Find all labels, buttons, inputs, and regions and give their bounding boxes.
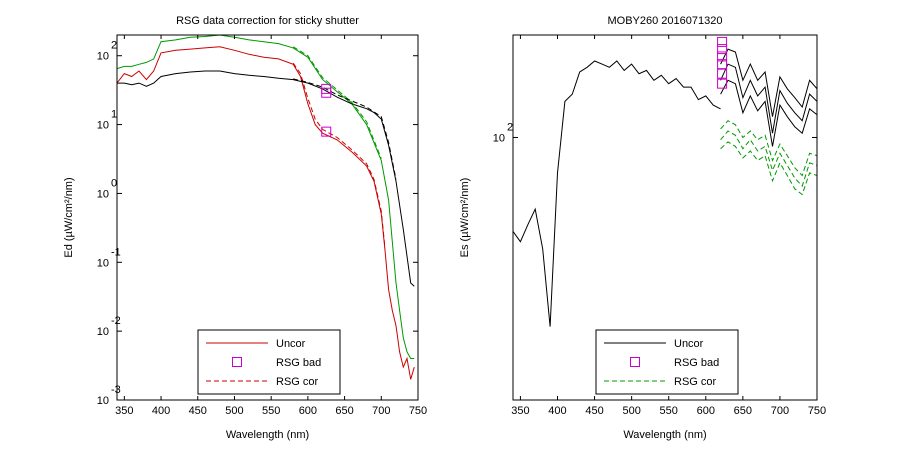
rsg-bad-marker — [321, 87, 332, 98]
axes-frame — [116, 34, 419, 401]
legend-label: Uncor — [674, 338, 704, 350]
x-tick-label: 350 — [511, 405, 529, 417]
series-line — [720, 48, 817, 117]
y-tick-exponent: 0 — [111, 177, 117, 189]
axes-frame — [512, 34, 818, 401]
y-tick-exponent: 2 — [507, 121, 513, 133]
series-line — [720, 141, 817, 196]
y-tick-exponent: 1 — [111, 109, 117, 121]
y-tick-label: 10 — [97, 395, 109, 407]
y-tick-label: 10 — [97, 257, 109, 269]
rsg-bad-marker — [717, 44, 728, 55]
y-tick-exponent: -2 — [111, 315, 121, 327]
x-tick-label: 550 — [660, 405, 678, 417]
rsg-bad-marker — [717, 68, 728, 79]
series-line — [293, 78, 397, 180]
x-tick-label: 750 — [808, 405, 826, 417]
x-tick-label: 450 — [189, 405, 207, 417]
series-line — [292, 62, 386, 249]
x-tick-label: 600 — [697, 405, 715, 417]
y-tick-exponent: -3 — [111, 384, 121, 396]
legend-marker — [630, 357, 640, 367]
legend-marker — [232, 357, 242, 367]
rsg-bad-marker — [717, 51, 728, 62]
x-tick-label: 350 — [115, 405, 133, 417]
chart-title: MOBY260 2016071320 — [608, 15, 723, 27]
series-line — [720, 120, 817, 177]
y-tick-exponent: -1 — [111, 246, 121, 258]
series-line — [720, 63, 817, 134]
y-tick-exponent: 2 — [111, 40, 117, 52]
x-tick-label: 400 — [152, 405, 170, 417]
x-axis-label: Wavelength (nm) — [623, 429, 706, 441]
legend-label: RSG bad — [674, 357, 719, 369]
x-tick-label: 500 — [622, 405, 640, 417]
series-line — [720, 130, 817, 188]
rsg-bad-marker — [717, 36, 728, 47]
y-tick-label: 10 — [97, 326, 109, 338]
series-line — [720, 79, 817, 147]
legend-label: RSG bad — [276, 357, 321, 369]
y-tick-label: 10 — [97, 188, 109, 200]
y-axis-label: Ed (µW/cm²/nm) — [63, 177, 75, 257]
x-tick-label: 650 — [734, 405, 752, 417]
series-line — [292, 46, 382, 159]
x-tick-label: 750 — [409, 405, 427, 417]
series-line — [117, 35, 415, 359]
x-tick-label: 600 — [299, 405, 317, 417]
legend-label: Uncor — [276, 338, 306, 350]
x-tick-label: 500 — [225, 405, 243, 417]
legend-box — [595, 329, 739, 395]
x-tick-label: 450 — [585, 405, 603, 417]
series-group-1 — [513, 48, 817, 327]
y-tick-label: 10 — [97, 120, 109, 132]
series-group-0 — [117, 35, 415, 380]
series-line — [513, 60, 721, 327]
x-axis-label: Wavelength (nm) — [226, 429, 309, 441]
rsg-bad-marker — [321, 126, 332, 137]
legend-label: RSG cor — [674, 376, 717, 388]
legend-label: RSG cor — [276, 376, 319, 388]
series-line — [117, 70, 415, 287]
legend-box — [197, 329, 341, 395]
rsg-bad-marker — [717, 78, 728, 89]
y-tick-label: 10 — [493, 132, 505, 144]
x-tick-label: 700 — [771, 405, 789, 417]
x-tick-label: 650 — [335, 405, 353, 417]
chart-title: RSG data correction for sticky shutter — [176, 15, 359, 27]
y-tick-label: 10 — [97, 51, 109, 63]
rsg-bad-marker — [717, 59, 728, 70]
x-tick-label: 400 — [548, 405, 566, 417]
x-tick-label: 550 — [262, 405, 280, 417]
x-tick-label: 700 — [372, 405, 390, 417]
y-axis-label: Es (µW/cm²/nm) — [459, 178, 471, 258]
series-line — [117, 46, 415, 380]
